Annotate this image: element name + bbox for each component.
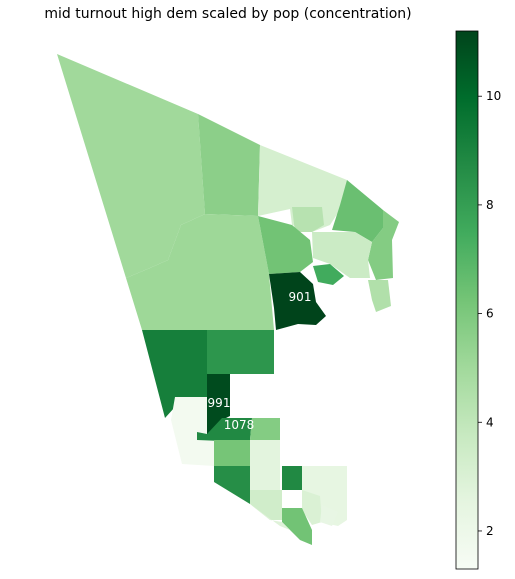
precinct-mid-east xyxy=(258,216,313,274)
precinct-901 xyxy=(269,272,326,330)
precinct-bottom-lightest xyxy=(250,504,290,530)
colorbar-tick-label: 8 xyxy=(486,198,494,212)
chart-title: mid turnout high dem scaled by pop (conc… xyxy=(44,6,412,22)
precinct-bottom-right-small xyxy=(320,505,338,526)
map-regions xyxy=(57,54,399,545)
precinct-south-central xyxy=(207,330,274,374)
label-901: 901 xyxy=(289,290,312,304)
precinct-east-small xyxy=(292,207,324,232)
precinct-east xyxy=(332,180,383,242)
precinct-labels: 901 991 1078 xyxy=(208,290,312,432)
precinct-south-light xyxy=(250,440,280,490)
precinct-bottom-mid-light xyxy=(302,490,322,525)
colorbar-tick-label: 2 xyxy=(486,524,494,538)
precinct-northeast xyxy=(258,145,347,232)
precinct-south-mid xyxy=(214,440,250,466)
precinct-southwest-dark xyxy=(142,330,209,418)
precinct-east-band xyxy=(312,232,372,278)
label-1078: 1078 xyxy=(224,418,255,432)
precinct-southeast-light xyxy=(368,280,391,312)
colorbar: 2 4 6 8 10 xyxy=(455,30,501,570)
precinct-central xyxy=(126,214,274,330)
precinct-narrow-strip xyxy=(282,466,302,490)
colorbar-tick-label: 10 xyxy=(486,89,501,103)
label-991: 991 xyxy=(208,396,231,410)
precinct-north-central xyxy=(198,114,260,216)
colorbar-gradient xyxy=(455,30,479,570)
precinct-bottom-light xyxy=(250,490,282,520)
precinct-northwest xyxy=(57,54,205,330)
precinct-991 xyxy=(207,374,230,434)
precinct-small-green xyxy=(313,264,344,285)
precinct-bottom-left xyxy=(214,466,250,504)
precinct-1078 xyxy=(197,418,252,441)
colorbar-tick-label: 6 xyxy=(486,307,494,321)
precinct-southwest-lightest xyxy=(171,397,214,466)
precinct-south-medium xyxy=(250,418,280,440)
precinct-east-edge xyxy=(368,210,399,280)
colorbar-tick-label: 4 xyxy=(486,415,494,429)
colorbar-ticks: 2 4 6 8 10 xyxy=(478,89,501,538)
precinct-bottom-medium xyxy=(282,508,312,545)
